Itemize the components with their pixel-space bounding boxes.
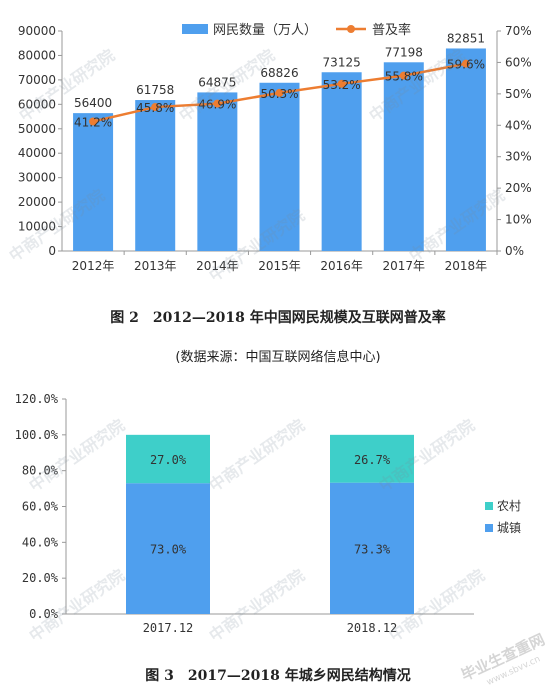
rate-point	[399, 71, 408, 80]
bar	[445, 48, 486, 251]
y2-tick-label: 50%	[505, 87, 532, 101]
y-tick-label: 100.0%	[15, 428, 59, 442]
bar-value-label: 73125	[323, 55, 361, 69]
segment-value-label: 73.0%	[150, 543, 187, 557]
y2-tick-label: 0%	[505, 244, 524, 258]
y-tick-label: 120.0%	[15, 392, 59, 406]
legend-swatch	[485, 502, 493, 510]
rate-point	[213, 99, 222, 108]
y-tick-label: 60.0%	[22, 500, 59, 514]
rate-point	[461, 59, 470, 68]
x-tick-label: 2012年	[72, 259, 115, 273]
rate-point	[275, 88, 284, 97]
legend-line-marker	[347, 25, 355, 33]
stacked-bar-segment	[126, 434, 210, 484]
y-tick-label: 70000	[18, 73, 56, 87]
bar	[135, 100, 176, 251]
legend-label: 城镇	[497, 521, 521, 535]
y2-tick-label: 70%	[505, 24, 532, 38]
bar-value-label: 56400	[74, 96, 112, 110]
y-tick-label: 50000	[18, 122, 56, 136]
bar-value-label: 61758	[136, 83, 174, 97]
y-tick-label: 80.0%	[22, 464, 59, 478]
bar-value-label: 77198	[385, 45, 423, 59]
x-tick-label: 2017年	[383, 259, 426, 273]
rate-value-label: 55.8%	[385, 70, 423, 84]
y2-tick-label: 60%	[505, 55, 532, 69]
rate-value-label: 53.2%	[323, 78, 361, 92]
legend-line-label: 普及率	[372, 22, 411, 38]
legend-bar-label: 网民数量（万人）	[213, 23, 317, 38]
legend-swatch	[485, 524, 493, 532]
bar	[383, 62, 424, 251]
rate-point	[151, 103, 160, 112]
rate-value-label: 50.3%	[260, 87, 298, 101]
y-tick-label: 20000	[18, 195, 56, 209]
x-tick-label: 2016年	[320, 259, 363, 273]
y-tick-label: 80000	[18, 48, 56, 62]
rate-point	[337, 79, 346, 88]
stacked-bar-segment	[330, 434, 414, 483]
chart-internet-users: 0 10000 20000 30000 40000 50000 60000 70000 8000…	[18, 22, 532, 273]
bar	[321, 72, 362, 251]
x-tick-label: 2014年	[196, 259, 239, 273]
bar	[197, 92, 238, 252]
x-tick-label: 2017.12	[143, 621, 194, 635]
x-tick-label: 2015年	[258, 259, 301, 273]
stacked-bar-segment	[330, 482, 414, 614]
segment-value-label: 27.0%	[150, 453, 187, 467]
x-tick-label: 2018.12	[347, 621, 398, 635]
rate-point	[89, 117, 98, 126]
y2-tick-label: 10%	[505, 213, 532, 227]
rate-value-label: 46.9%	[198, 98, 236, 112]
y2-tick-label: 40%	[505, 118, 532, 132]
figure-2-caption: 图 2 2012—2018 年中国网民规模及互联网普及率	[110, 310, 446, 326]
segment-value-label: 26.7%	[354, 453, 391, 467]
x-tick-label: 2018年	[445, 259, 488, 273]
rate-value-label: 59.6%	[447, 58, 485, 72]
y-tick-label: 90000	[18, 24, 56, 38]
y-tick-label: 40000	[18, 146, 56, 160]
y-tick-label: 0.0%	[29, 607, 59, 621]
y-tick-label: 30000	[18, 171, 56, 185]
y-tick-label: 20.0%	[22, 571, 59, 585]
bar-value-label: 68826	[260, 66, 298, 80]
rate-value-label: 45.8%	[136, 101, 174, 115]
figure-3-caption: 图 3 2017—2018 年城乡网民结构情况	[145, 668, 411, 684]
y-tick-label: 40.0%	[22, 535, 59, 549]
figure-2-source: (数据来源：中国互联网络信息中心)	[175, 350, 381, 365]
y2-tick-label: 30%	[505, 150, 532, 164]
bar-value-label: 64875	[198, 75, 236, 89]
y2-tick-label: 20%	[505, 181, 532, 195]
x-tick-label: 2013年	[134, 259, 177, 273]
segment-value-label: 73.3%	[354, 542, 391, 556]
chart-urban-rural-structure: 0.0% 20.0% 40.0% 60.0% 80.0% 100.0% 120.0% 73.0…	[15, 392, 521, 635]
y-tick-label: 10000	[18, 220, 56, 234]
bar	[259, 82, 300, 251]
legend-bar-swatch	[182, 24, 208, 34]
stacked-bar-segment	[126, 483, 210, 614]
rate-value-label: 41.2%	[74, 116, 112, 130]
y-tick-label: 60000	[18, 97, 56, 111]
bar-value-label: 82851	[447, 31, 485, 45]
y-tick-label: 0	[48, 244, 56, 258]
legend-label: 农村	[497, 499, 521, 513]
bar	[73, 113, 114, 251]
